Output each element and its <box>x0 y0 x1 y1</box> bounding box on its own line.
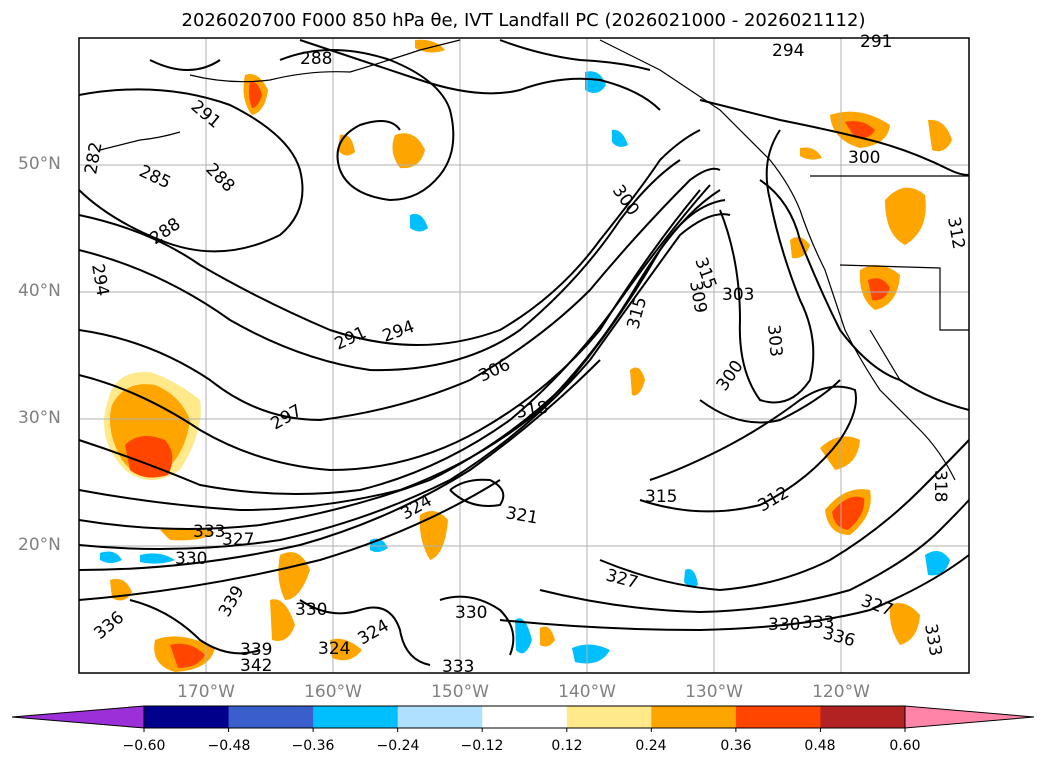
contour-label: 318 <box>930 470 950 502</box>
colorbar-tick-label: 0.60 <box>889 738 921 754</box>
map-frame <box>78 37 970 674</box>
contour-label: 303 <box>722 285 754 305</box>
contour-label: 342 <box>240 656 272 676</box>
contour-label: 330 <box>295 600 327 620</box>
colorbar-tick-label: −0.48 <box>207 738 251 754</box>
colorbar-tick-label: 0.12 <box>551 738 583 754</box>
lat-label-40n: 40°N <box>18 281 61 301</box>
lon-label-160w: 160°W <box>304 682 362 702</box>
colorbar-tick-label: −0.24 <box>376 738 420 754</box>
coastlines <box>99 39 969 481</box>
colorbar-tick-label: −0.12 <box>460 738 504 754</box>
lat-label-20n: 20°N <box>18 535 61 555</box>
contour-label: 333 <box>802 613 834 633</box>
lon-label-140w: 140°W <box>558 682 616 702</box>
lon-label-130w: 130°W <box>685 682 743 702</box>
contour-label: 294 <box>772 41 804 61</box>
lon-label-170w: 170°W <box>177 682 235 702</box>
contour-label: 333 <box>193 522 225 542</box>
colorbar-tick-label: −0.36 <box>291 738 335 754</box>
map-title: 2026020700 F000 850 hPa θe, IVT Landfall… <box>181 10 866 31</box>
colorbar-tick-label: 0.48 <box>804 738 836 754</box>
contour-label: 339 <box>240 640 272 660</box>
lon-label-120w: 120°W <box>812 682 870 702</box>
contour-label: 330 <box>768 615 800 635</box>
colorbar-tick-label: 0.36 <box>720 738 752 754</box>
contour-label: 324 <box>318 639 350 659</box>
contour-label: 315 <box>645 487 677 507</box>
contour-label: 303 <box>763 324 786 358</box>
colorbar-tick-label: −0.60 <box>122 738 166 754</box>
gridlines <box>79 38 969 673</box>
contour-label: 330 <box>175 549 207 569</box>
lon-label-150w: 150°W <box>431 682 489 702</box>
contour-label: 333 <box>442 657 474 677</box>
contour-label: 288 <box>300 49 332 69</box>
map-background <box>79 38 969 673</box>
contour-label: 291 <box>860 32 892 52</box>
contour-label: 330 <box>455 603 487 623</box>
lat-label-50n: 50°N <box>18 154 61 174</box>
colorbar-tick-label: 0.24 <box>635 738 667 754</box>
contour-label: 300 <box>848 148 880 168</box>
contour-lines <box>78 39 970 666</box>
contour-label: 327 <box>222 530 254 550</box>
lat-label-30n: 30°N <box>18 408 61 428</box>
